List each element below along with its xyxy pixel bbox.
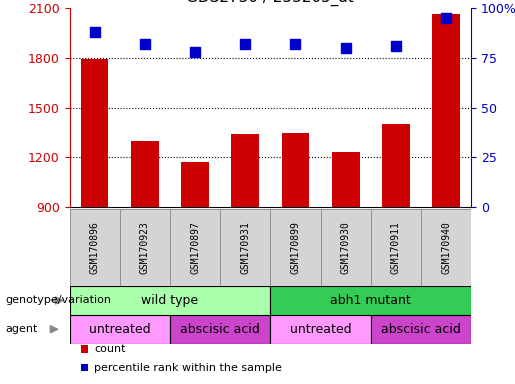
- Bar: [70, 209, 119, 286]
- Bar: [81, 59, 109, 207]
- Text: untreated: untreated: [290, 323, 351, 336]
- Bar: [81, 345, 88, 353]
- Text: wild type: wild type: [142, 294, 198, 307]
- Text: GSM170931: GSM170931: [241, 221, 250, 274]
- Point: [91, 28, 99, 35]
- Point: [442, 15, 450, 21]
- Text: genotype/variation: genotype/variation: [5, 295, 111, 306]
- Bar: [421, 209, 471, 286]
- Text: GSM170940: GSM170940: [441, 221, 451, 274]
- Text: untreated: untreated: [89, 323, 150, 336]
- Text: count: count: [94, 344, 126, 354]
- Text: GSM170911: GSM170911: [391, 221, 401, 274]
- Bar: [231, 134, 259, 207]
- Point: [191, 48, 199, 55]
- Point: [141, 41, 149, 47]
- Text: GSM170923: GSM170923: [140, 221, 150, 274]
- Bar: [119, 209, 170, 286]
- Bar: [371, 209, 421, 286]
- Text: abscisic acid: abscisic acid: [381, 323, 461, 336]
- Text: percentile rank within the sample: percentile rank within the sample: [94, 362, 282, 372]
- Bar: [170, 209, 220, 286]
- Bar: [332, 152, 359, 207]
- Bar: [81, 364, 88, 371]
- Bar: [382, 124, 410, 207]
- Bar: [432, 14, 460, 207]
- Point: [291, 41, 300, 47]
- Bar: [320, 209, 371, 286]
- Text: GSM170899: GSM170899: [290, 221, 300, 274]
- Text: GSM170897: GSM170897: [190, 221, 200, 274]
- Bar: [70, 315, 170, 344]
- Title: GDS2730 / 253205_at: GDS2730 / 253205_at: [186, 0, 354, 6]
- Text: GSM170930: GSM170930: [341, 221, 351, 274]
- Bar: [282, 133, 310, 207]
- Text: abh1 mutant: abh1 mutant: [331, 294, 411, 307]
- Point: [392, 43, 400, 49]
- Bar: [181, 162, 209, 207]
- Bar: [70, 286, 270, 315]
- Bar: [371, 315, 471, 344]
- Bar: [220, 209, 270, 286]
- Point: [241, 41, 249, 47]
- Bar: [270, 209, 321, 286]
- Bar: [170, 315, 270, 344]
- Bar: [270, 286, 471, 315]
- Text: abscisic acid: abscisic acid: [180, 323, 260, 336]
- Point: [341, 45, 350, 51]
- Text: GSM170896: GSM170896: [90, 221, 99, 274]
- Bar: [131, 141, 159, 207]
- Bar: [270, 315, 371, 344]
- Text: agent: agent: [5, 324, 38, 334]
